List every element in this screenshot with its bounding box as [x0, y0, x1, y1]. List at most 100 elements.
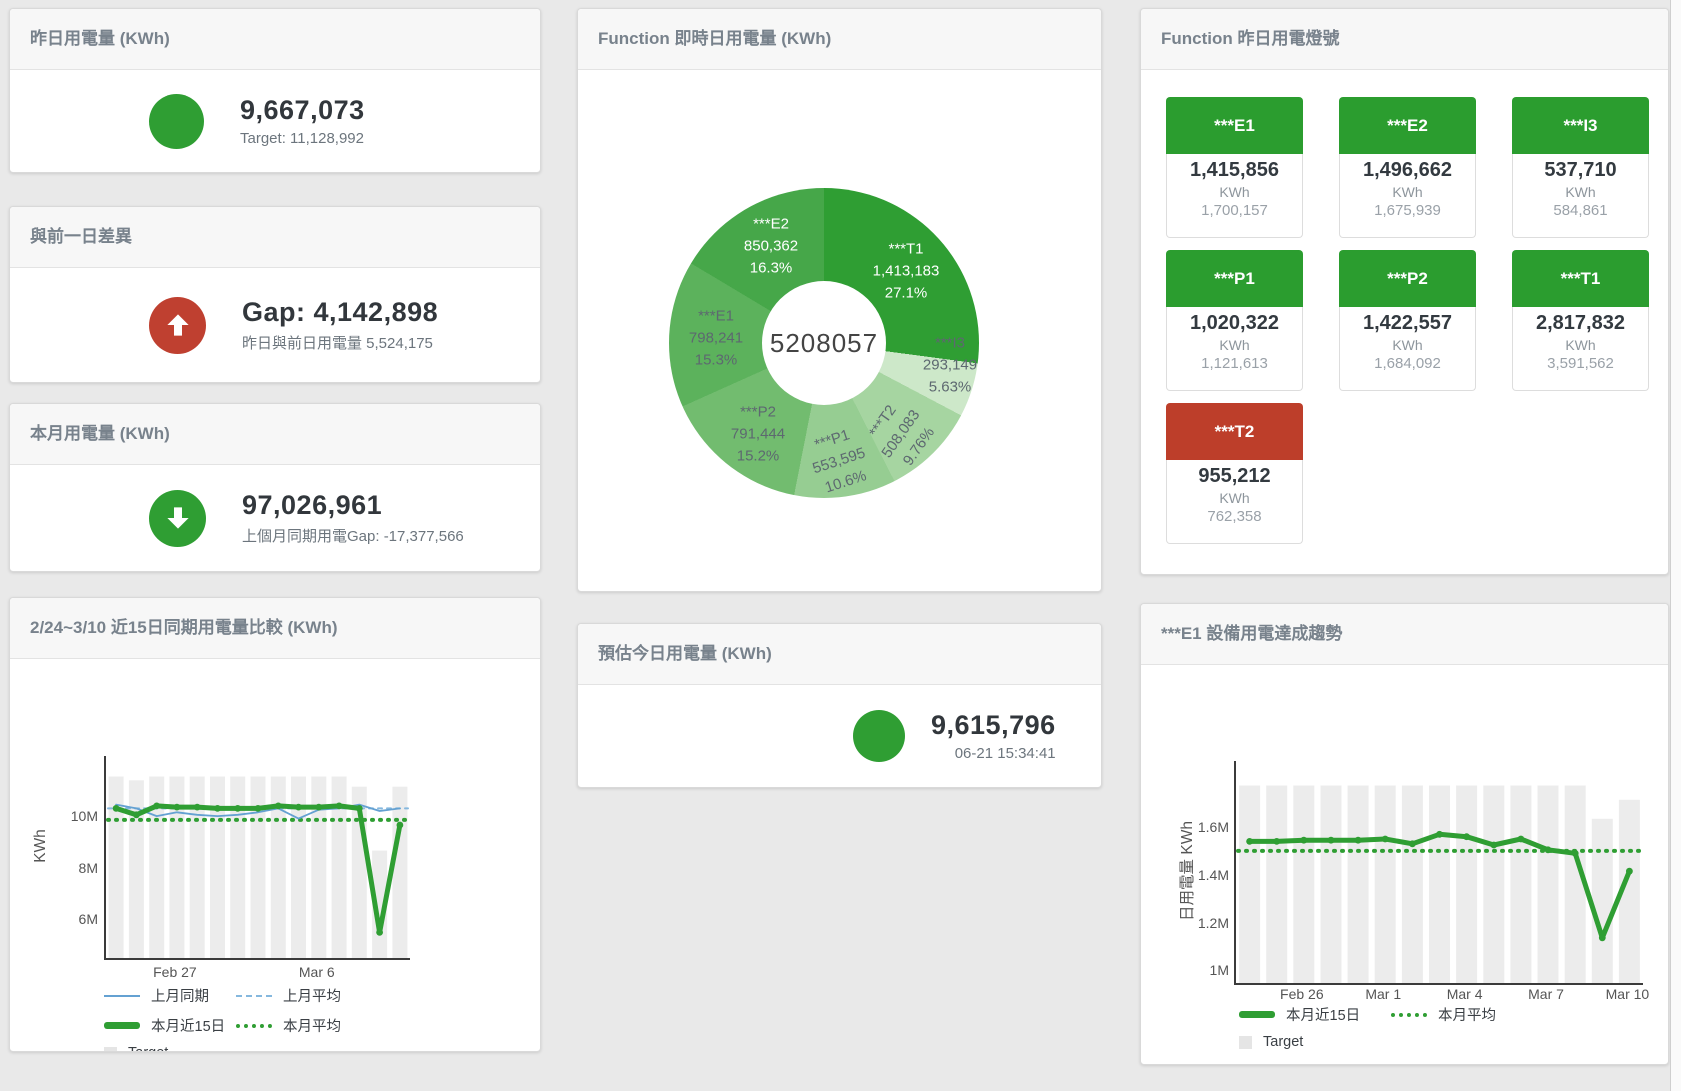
line-green-thick-swatch — [1239, 1011, 1275, 1018]
box-gray-swatch — [1239, 1035, 1252, 1049]
y-axis-label: KWh — [32, 829, 49, 863]
panel-title: Function 昨日用電燈號 — [1141, 9, 1668, 70]
chart-legend: 本月近15日 本月平均 Target — [1239, 1004, 1543, 1050]
donut-slice-label: ***E1 798,241 15.3% — [689, 305, 743, 370]
donut-center: 5208057 — [762, 281, 886, 405]
tile-status-header: ***I3 — [1512, 97, 1649, 154]
tile-kwh-value: 2,817,832 — [1536, 312, 1625, 334]
device-tile: ***T1 2,817,832 KWh 3,591,562 — [1512, 250, 1649, 393]
legend-item: Target — [104, 1045, 236, 1051]
tile-unit: KWh — [1565, 184, 1596, 200]
y-tick-label: 1.2M — [1197, 914, 1229, 931]
tile-body: 537,710 KWh 584,861 — [1512, 154, 1649, 238]
device-tile: ***I3 537,710 KWh 584,861 — [1512, 97, 1649, 240]
dash-green-swatch — [1391, 1012, 1427, 1017]
tile-target-value: 1,675,939 — [1374, 202, 1441, 219]
x-tick-label: Mar 6 — [298, 964, 335, 980]
tile-kwh-value: 1,422,557 — [1363, 312, 1452, 334]
compare-chart-svg — [106, 776, 410, 958]
tile-status-header: ***E1 — [1166, 97, 1303, 154]
panel-title: Function 即時日用電量 (KWh) — [578, 9, 1101, 70]
line-blue-swatch — [104, 994, 140, 997]
tile-body: 2,817,832 KWh 3,591,562 — [1512, 307, 1649, 391]
panel-title: 2/24~3/10 近15日同期用電量比較 (KWh) — [10, 598, 540, 659]
tile-unit: KWh — [1392, 337, 1423, 353]
legend-label: 上月平均 — [283, 989, 341, 1005]
x-tick-label: Mar 10 — [1605, 986, 1650, 1002]
panel-15day-compare-chart: 2/24~3/10 近15日同期用電量比較 (KWh) KWh 6M 8M 10M … — [9, 597, 541, 1052]
legend-item: 上月同期 — [104, 985, 236, 1006]
legend-item: 本月平均 — [236, 1015, 368, 1036]
tile-status-header: ***P2 — [1339, 250, 1476, 307]
stat-value: 97,026,961 — [242, 490, 383, 520]
tile-target-value: 1,684,092 — [1374, 355, 1441, 372]
dash-green-swatch — [236, 1023, 272, 1028]
donut-label-line: ***P2 — [740, 403, 776, 421]
panel-gap-prev-day: 與前一日差異 Gap: 4,142,898 昨日與前日用電量 5,524,175 — [9, 206, 541, 383]
donut-label-line: ***E2 — [753, 215, 789, 233]
panel-title: ***E1 設備用電達成趨勢 — [1141, 604, 1668, 665]
x-tick-label: Feb 27 — [153, 964, 197, 980]
line-green-thick-swatch — [104, 1022, 140, 1029]
panel-title: 預估今日用電量 (KWh) — [578, 624, 1101, 685]
y-tick-label: 1M — [1209, 962, 1229, 979]
box-gray-swatch — [104, 1046, 117, 1051]
tile-unit: KWh — [1565, 337, 1596, 353]
tile-unit: KWh — [1219, 490, 1250, 506]
legend-label: Target — [1263, 1034, 1304, 1050]
donut-label-line: ***I3 — [934, 334, 966, 352]
status-circle-icon — [149, 93, 204, 149]
tile-target-value: 584,861 — [1553, 202, 1608, 219]
y-tick-label: 6M — [78, 910, 98, 927]
donut-label-line: 27.1% — [884, 283, 928, 301]
donut-slice-label: ***I3 293,149 5.63% — [923, 332, 977, 397]
donut-slice-label: ***P2 791,444 15.2% — [731, 401, 785, 466]
device-tile: ***P1 1,020,322 KWh 1,121,613 — [1166, 250, 1303, 393]
donut-label-line: 791,444 — [730, 425, 786, 443]
donut-label-line: 850,362 — [743, 237, 799, 255]
x-tick-label: Mar 7 — [1528, 986, 1564, 1002]
tile-target-value: 3,591,562 — [1547, 355, 1614, 372]
compare-chart-plot — [104, 756, 410, 960]
legend-label: 本月近15日 — [151, 1019, 226, 1035]
device-tile: ***E2 1,496,662 KWh 1,675,939 — [1339, 97, 1476, 240]
stat-value: 9,667,073 — [240, 95, 365, 125]
tile-unit: KWh — [1392, 184, 1423, 200]
tile-body: 1,496,662 KWh 1,675,939 — [1339, 154, 1476, 238]
stat-subtitle: 06-21 15:34:41 — [954, 745, 1056, 762]
legend-item: 本月近15日 — [104, 1015, 236, 1036]
panel-title: 本月用電量 (KWh) — [10, 404, 540, 465]
donut-label-line: 293,149 — [922, 356, 978, 374]
tile-body: 1,020,322 KWh 1,121,613 — [1166, 307, 1303, 391]
y-tick-label: 10M — [70, 808, 98, 825]
tile-kwh-value: 1,020,322 — [1190, 312, 1279, 334]
donut-label-line: ***E1 — [698, 307, 734, 325]
tile-kwh-value: 955,212 — [1198, 465, 1271, 487]
donut-label-line: 5.63% — [928, 377, 972, 395]
stat-subtitle: 昨日與前日用電量 5,524,175 — [242, 335, 433, 352]
legend-label: 本月平均 — [283, 1019, 341, 1035]
donut-label-line: 798,241 — [688, 329, 744, 347]
panel-title: 昨日用電量 (KWh) — [10, 9, 540, 70]
tile-status-header: ***T1 — [1512, 250, 1649, 307]
tile-body: 1,422,557 KWh 1,684,092 — [1339, 307, 1476, 391]
donut-label-line: 1,413,183 — [872, 262, 940, 280]
donut-label-line: 16.3% — [749, 258, 793, 276]
tile-status-header: ***E2 — [1339, 97, 1476, 154]
donut-label-line: 15.2% — [736, 446, 780, 464]
legend-label: 本月近15日 — [1286, 1008, 1361, 1024]
device-tile: ***E1 1,415,856 KWh 1,700,157 — [1166, 97, 1303, 240]
tile-body: 1,415,856 KWh 1,700,157 — [1166, 154, 1303, 238]
x-tick-label: Feb 26 — [1280, 986, 1324, 1002]
y-tick-label: 1.6M — [1197, 819, 1229, 836]
scrollbar-track[interactable] — [1670, 0, 1681, 1091]
y-tick-label: 1.4M — [1197, 866, 1229, 883]
donut-label-line: 15.3% — [694, 350, 738, 368]
legend-item: Target — [1239, 1034, 1391, 1050]
stat-subtitle: Target: 11,128,992 — [240, 130, 364, 147]
panel-title: 與前一日差異 — [10, 207, 540, 268]
tile-unit: KWh — [1219, 337, 1250, 353]
device-tile: ***P2 1,422,557 KWh 1,684,092 — [1339, 250, 1476, 393]
down-arrow-icon — [149, 489, 206, 547]
